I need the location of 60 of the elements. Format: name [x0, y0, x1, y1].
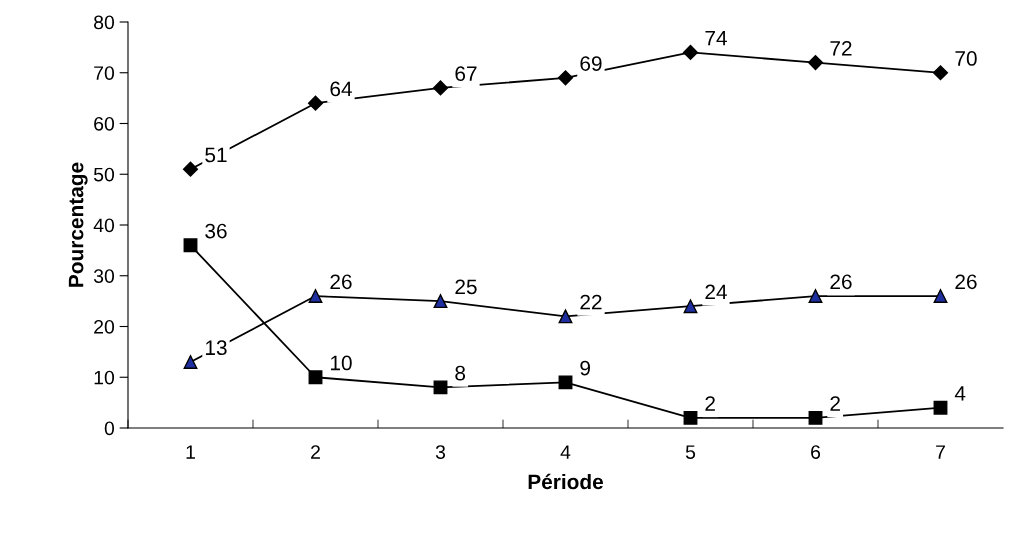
point — [558, 375, 573, 390]
data-label: 2 — [830, 396, 840, 411]
x-tick-label: 5 — [685, 445, 696, 459]
point — [808, 289, 823, 303]
point — [183, 355, 198, 369]
data-label: 36 — [205, 223, 227, 239]
x-axis-title: Période — [528, 473, 603, 490]
data-label: 26 — [830, 274, 852, 290]
y-tick-label: 70 — [94, 66, 115, 80]
y-tick-label: 60 — [94, 116, 115, 131]
y-axis-title: Pourcentage — [68, 162, 88, 287]
y-tick-label: 10 — [94, 370, 115, 385]
data-label: 74 — [705, 31, 727, 46]
data-label: 13 — [205, 340, 227, 356]
x-tick-label: 7 — [936, 445, 945, 459]
data-label: 70 — [955, 51, 977, 66]
point — [308, 370, 323, 385]
data-label: 8 — [455, 365, 466, 381]
data-label: 4 — [954, 386, 966, 401]
point — [682, 44, 699, 61]
data-label: 26 — [330, 274, 352, 290]
point — [933, 289, 948, 303]
point — [433, 294, 448, 309]
y-tick-label: 20 — [94, 319, 115, 334]
data-label: 9 — [580, 360, 590, 376]
point — [808, 410, 823, 425]
data-label: 25 — [455, 279, 477, 295]
point — [933, 400, 948, 415]
data-label: 72 — [830, 40, 852, 56]
x-tick-label: 1 — [186, 445, 195, 459]
y-tick-label: 30 — [93, 269, 115, 283]
x-tick-label: 3 — [435, 445, 446, 459]
data-label: 22 — [580, 294, 602, 310]
point — [433, 380, 448, 395]
y-tick-label: 80 — [94, 15, 115, 30]
y-tick-label: 40 — [93, 218, 115, 233]
point — [183, 238, 198, 253]
data-label: 64 — [330, 81, 352, 97]
point — [182, 161, 199, 177]
point — [308, 289, 323, 303]
data-label: 67 — [455, 66, 477, 82]
x-tick-label: 4 — [560, 445, 571, 459]
point — [558, 309, 573, 324]
y-tick-label: 0 — [104, 421, 115, 436]
data-label: 51 — [205, 147, 227, 163]
point — [807, 55, 824, 71]
data-label: 69 — [580, 56, 602, 71]
y-tick-label: 50 — [93, 167, 115, 182]
data-label: 2 — [705, 396, 715, 411]
point — [683, 410, 698, 425]
point — [932, 65, 949, 81]
point — [307, 95, 324, 111]
data-label: 26 — [955, 274, 977, 290]
x-tick-label: 6 — [811, 445, 821, 459]
x-tick-label: 2 — [311, 445, 320, 459]
data-label: 24 — [705, 284, 727, 300]
point — [557, 70, 574, 86]
data-label: 10 — [330, 355, 352, 371]
point — [683, 299, 698, 314]
point — [432, 80, 449, 96]
